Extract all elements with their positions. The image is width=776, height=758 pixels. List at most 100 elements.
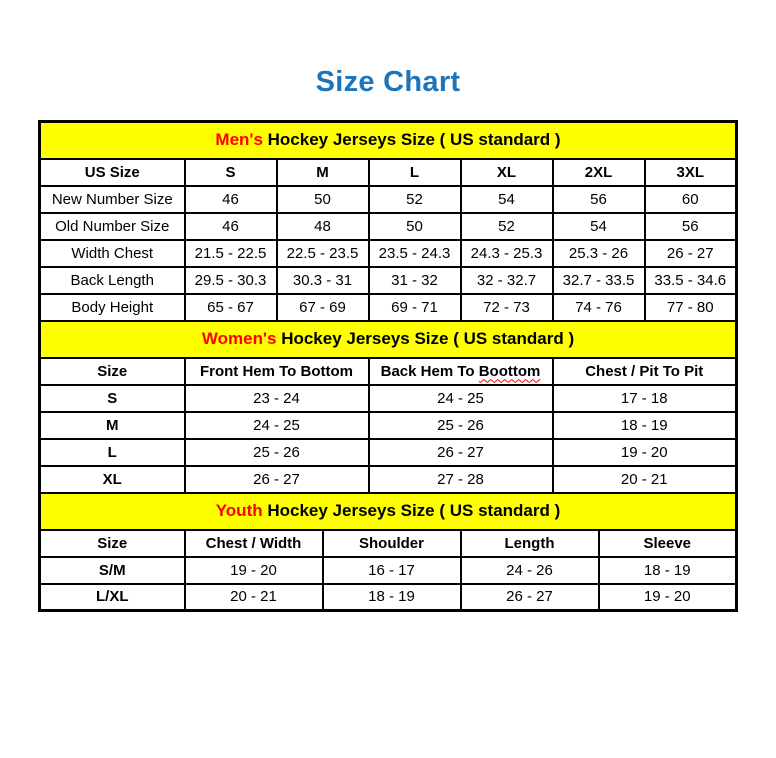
data-cell: 18 - 19 (321, 582, 462, 612)
data-cell: 29.5 - 30.3 (183, 265, 278, 295)
data-cell: 56 (643, 211, 738, 241)
data-cell: 32 - 32.7 (459, 265, 554, 295)
row-label: L/XL (38, 582, 186, 612)
row-label: Width Chest (38, 238, 186, 268)
back-hem-prefix: Back Hem To (380, 362, 479, 380)
data-cell: 65 - 67 (183, 292, 278, 322)
column-header: Back Hem To Boottom (367, 356, 554, 386)
data-cell: 25.3 - 26 (551, 238, 646, 268)
data-cell: 18 - 19 (597, 555, 738, 585)
data-cell: 67 - 69 (275, 292, 370, 322)
table-row: S 23 - 24 24 - 25 17 - 18 (38, 383, 738, 413)
data-cell: 31 - 32 (367, 265, 462, 295)
row-label: New Number Size (38, 184, 186, 214)
youth-title-accent: Youth (215, 501, 263, 520)
data-cell: 22.5 - 23.5 (275, 238, 370, 268)
data-cell: 54 (459, 184, 554, 214)
data-cell: 32.7 - 33.5 (551, 265, 646, 295)
data-cell: 24 - 26 (459, 555, 600, 585)
column-header: Chest / Width (183, 528, 324, 558)
column-header: Sleeve (597, 528, 738, 558)
data-cell: 16 - 17 (321, 555, 462, 585)
data-cell: 52 (367, 184, 462, 214)
data-cell: 24 - 25 (183, 410, 370, 440)
data-cell: 24 - 25 (367, 383, 554, 413)
data-cell: 26 - 27 (459, 582, 600, 612)
table-row: New Number Size 46 50 52 54 56 60 (38, 184, 738, 214)
data-cell: 26 - 27 (367, 437, 554, 467)
column-header: US Size (38, 157, 186, 187)
data-cell: 23 - 24 (183, 383, 370, 413)
back-hem-misspelled-word: Boottom (478, 362, 541, 380)
row-label: Back Length (38, 265, 186, 295)
row-label: M (38, 410, 186, 440)
column-header: Front Hem To Bottom (183, 356, 370, 386)
data-cell: 54 (551, 211, 646, 241)
row-label: Old Number Size (38, 211, 186, 241)
youth-section-title: Youth Hockey Jerseys Size ( US standard … (38, 491, 738, 531)
mens-title-accent: Men's (215, 130, 263, 150)
table-row: S/M 19 - 20 16 - 17 24 - 26 18 - 19 (38, 555, 738, 585)
data-cell: 50 (367, 211, 462, 241)
data-cell: 25 - 26 (183, 437, 370, 467)
youth-header-row: Size Chest / Width Shoulder Length Sleev… (38, 528, 738, 558)
column-header: Length (459, 528, 600, 558)
table-row: Old Number Size 46 48 50 52 54 56 (38, 211, 738, 241)
data-cell: 19 - 20 (551, 437, 738, 467)
column-header: Size (38, 356, 186, 386)
page-title: Size Chart (315, 66, 461, 98)
data-cell: 77 - 80 (643, 292, 738, 322)
data-cell: 74 - 76 (551, 292, 646, 322)
data-cell: 23.5 - 24.3 (367, 238, 462, 268)
column-header: Size (38, 528, 186, 558)
data-cell: 24.3 - 25.3 (459, 238, 554, 268)
mens-title-rest: Hockey Jerseys Size ( US standard ) (262, 130, 561, 150)
womens-section-title: Women's Hockey Jerseys Size ( US standar… (38, 319, 738, 359)
table-row: XL 26 - 27 27 - 28 20 - 21 (38, 464, 738, 494)
data-cell: 69 - 71 (367, 292, 462, 322)
mens-header-row: US Size S M L XL 2XL 3XL (38, 157, 738, 187)
column-header: L (367, 157, 462, 187)
column-header: S (183, 157, 278, 187)
data-cell: 56 (551, 184, 646, 214)
mens-section-title: Men's Hockey Jerseys Size ( US standard … (38, 120, 738, 160)
data-cell: 72 - 73 (459, 292, 554, 322)
data-cell: 46 (183, 184, 278, 214)
data-cell: 30.3 - 31 (275, 265, 370, 295)
data-cell: 52 (459, 211, 554, 241)
data-cell: 26 - 27 (643, 238, 738, 268)
data-cell: 25 - 26 (367, 410, 554, 440)
table-row: M 24 - 25 25 - 26 18 - 19 (38, 410, 738, 440)
column-header: 2XL (551, 157, 646, 187)
row-label: S/M (38, 555, 186, 585)
row-label: S (38, 383, 186, 413)
womens-title-rest: Hockey Jerseys Size ( US standard ) (276, 329, 575, 348)
size-chart-table: Men's Hockey Jerseys Size ( US standard … (38, 120, 738, 612)
table-row: Width Chest 21.5 - 22.5 22.5 - 23.5 23.5… (38, 238, 738, 268)
mens-section-band: Men's Hockey Jerseys Size ( US standard … (38, 120, 738, 160)
data-cell: 19 - 20 (183, 555, 324, 585)
row-label: L (38, 437, 186, 467)
data-cell: 19 - 20 (597, 582, 738, 612)
data-cell: 33.5 - 34.6 (643, 265, 738, 295)
womens-title-accent: Women's (201, 329, 277, 348)
column-header: M (275, 157, 370, 187)
table-row: L/XL 20 - 21 18 - 19 26 - 27 19 - 20 (38, 582, 738, 612)
column-header: Shoulder (321, 528, 462, 558)
womens-header-row: Size Front Hem To Bottom Back Hem To Boo… (38, 356, 738, 386)
youth-section-band: Youth Hockey Jerseys Size ( US standard … (38, 491, 738, 531)
data-cell: 27 - 28 (367, 464, 554, 494)
column-header: Chest / Pit To Pit (551, 356, 738, 386)
column-header: 3XL (643, 157, 738, 187)
data-cell: 46 (183, 211, 278, 241)
data-cell: 60 (643, 184, 738, 214)
data-cell: 18 - 19 (551, 410, 738, 440)
data-cell: 26 - 27 (183, 464, 370, 494)
table-row: Back Length 29.5 - 30.3 30.3 - 31 31 - 3… (38, 265, 738, 295)
row-label: XL (38, 464, 186, 494)
data-cell: 21.5 - 22.5 (183, 238, 278, 268)
data-cell: 20 - 21 (551, 464, 738, 494)
data-cell: 48 (275, 211, 370, 241)
youth-title-rest: Hockey Jerseys Size ( US standard ) (262, 501, 561, 520)
data-cell: 17 - 18 (551, 383, 738, 413)
